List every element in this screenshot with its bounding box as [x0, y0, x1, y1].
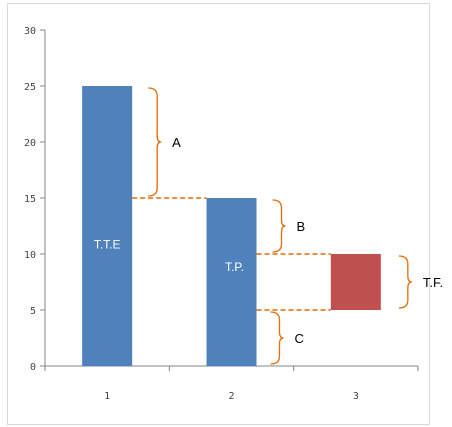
y-tick-label: 15 — [24, 194, 36, 205]
x-tick-label: 3 — [353, 391, 359, 402]
y-tick-label: 30 — [24, 26, 36, 37]
bar-3 — [330, 254, 381, 310]
bar-1 — [82, 86, 133, 366]
annotation-label: A — [172, 135, 181, 150]
annotation-label: C — [295, 331, 304, 346]
y-tick-label: 0 — [30, 362, 36, 373]
bars: T.T.E T.P. — [82, 86, 381, 366]
y-tick-label: 20 — [24, 138, 36, 149]
annotation-label: T.F. — [423, 275, 443, 290]
curly-brace — [398, 255, 412, 309]
x-tick-label: 2 — [228, 391, 234, 402]
annotation-braces: A B C T.F. — [148, 87, 443, 365]
annotation-label: B — [297, 219, 306, 234]
y-tick-label: 5 — [30, 306, 36, 317]
x-axis: 1 2 3 — [44, 365, 419, 402]
bar-2 — [206, 198, 257, 366]
curly-brace — [272, 199, 286, 253]
curly-brace — [270, 311, 284, 365]
y-axis: 0 5 10 15 20 25 30 — [24, 26, 46, 373]
bar-label-2: T.P. — [225, 260, 244, 274]
connector-lines — [132, 197, 331, 311]
y-tick-label: 25 — [24, 82, 36, 93]
y-tick-label: 10 — [24, 250, 36, 261]
bar-label-1: T.T.E — [94, 237, 121, 251]
x-tick-label: 1 — [104, 391, 110, 402]
curly-brace — [148, 87, 162, 197]
